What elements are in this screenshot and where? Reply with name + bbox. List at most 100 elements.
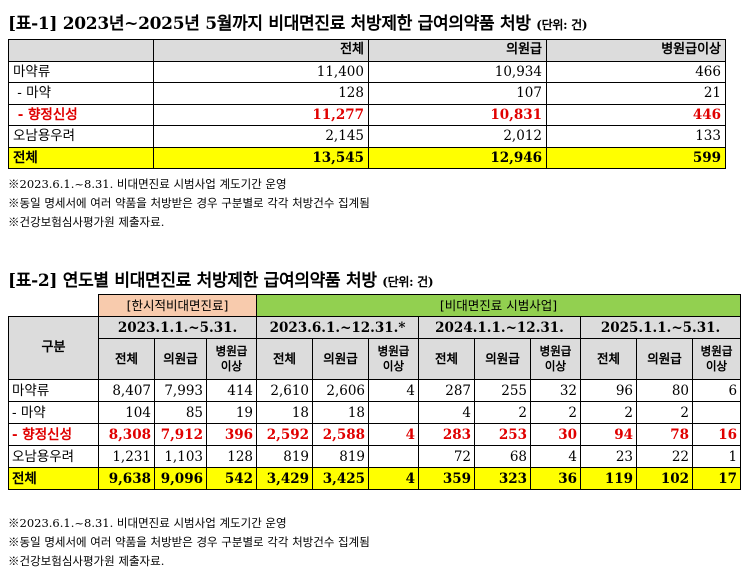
period-3: 2024.1.1.~12.31. — [418, 316, 582, 339]
table1-title-text: [표-1] 2023년~2025년 5월까지 비대면진료 처방제한 급여의약품 … — [8, 14, 531, 34]
period-1: 2023.1.1.~5.31. — [97, 316, 258, 339]
table1-total-row: 전체 13,545 12,946 599 — [8, 146, 726, 169]
cell: 414 — [205, 379, 258, 402]
cell-hospital: 133 — [546, 125, 726, 148]
cell: 19 — [205, 401, 258, 424]
cell: 287 — [418, 379, 476, 402]
table1-note-3: ※건강보험심사평가원 제출자료. — [8, 215, 165, 229]
cell: 2,606 — [312, 379, 370, 402]
col-clinic: 의원급 — [474, 338, 532, 380]
cell: 17 — [692, 467, 742, 490]
col-hospital: 병원급 이상 — [205, 338, 258, 380]
cell-hospital: 446 — [546, 103, 726, 126]
cell-clinic: 107 — [368, 82, 547, 105]
cell-hospital: 466 — [546, 60, 726, 83]
cell: 4 — [368, 423, 420, 446]
cell-total: 11,400 — [153, 60, 369, 83]
period-2: 2023.6.1.~12.31.* — [256, 316, 420, 339]
cell: 3,425 — [312, 467, 370, 490]
row-label: 전체 — [8, 467, 99, 490]
cell-total: 13,545 — [153, 146, 369, 169]
cell: 119 — [580, 467, 638, 490]
table1-note-2: ※동일 명세서에 여러 약품을 처방받은 경우 구분별로 각각 처방건수 집계됨 — [8, 196, 370, 210]
col-total: 전체 — [418, 338, 476, 380]
cell-clinic: 10,831 — [368, 103, 547, 126]
row-label: - 향정신성 — [8, 423, 99, 446]
cell: 96 — [580, 379, 638, 402]
table-row: - 마약 104 85 19 18 18 4 2 2 2 2 — [8, 401, 742, 424]
row-label: 마약류 — [8, 379, 99, 402]
col-total: 전체 — [256, 338, 314, 380]
cell: 16 — [692, 423, 742, 446]
table1-header-total: 전체 — [153, 39, 369, 62]
cell: 85 — [154, 401, 207, 424]
table2-group-row: [한시적비대면진료] [비대면진료 시범사업] — [8, 294, 742, 317]
cell: 2,588 — [312, 423, 370, 446]
cell-hospital: 599 — [546, 146, 726, 169]
cell-total: 2,145 — [153, 125, 369, 148]
table1-header-row: 전체 의원급 병원급이상 — [8, 39, 726, 62]
cell-total: 128 — [153, 82, 369, 105]
table2-note-2: ※동일 명세서에 여러 약품을 처방받은 경우 구분별로 각각 처방건수 집계됨 — [8, 535, 370, 549]
cell: 2,610 — [256, 379, 314, 402]
cell: 18 — [312, 401, 370, 424]
cell-total: 11,277 — [153, 103, 369, 126]
cell: 102 — [636, 467, 694, 490]
row-label: 오남용우려 — [8, 445, 99, 468]
cell-clinic: 12,946 — [368, 146, 547, 169]
table1-unit: (단위: 건) — [536, 18, 588, 32]
table-row: - 마약 128 107 21 — [8, 82, 726, 105]
cell: 359 — [418, 467, 476, 490]
cell — [692, 401, 742, 424]
cell: 253 — [474, 423, 532, 446]
cell: 2,592 — [256, 423, 314, 446]
cell: 94 — [580, 423, 638, 446]
cell: 8,407 — [98, 379, 155, 402]
cell: 4 — [368, 467, 420, 490]
col-hospital: 병원급 이상 — [368, 338, 420, 380]
cell: 36 — [530, 467, 582, 490]
table2-total-row: 전체 9,638 9,096 542 3,429 3,425 4 359 323… — [8, 467, 742, 490]
cell-hospital: 21 — [546, 82, 726, 105]
table1-note-1: ※2023.6.1.~8.31. 비대면진료 시범사업 계도기간 운영 — [8, 177, 287, 191]
cell: 6 — [692, 379, 742, 402]
cell: 9,096 — [154, 467, 207, 490]
table-row: - 향정신성 11,277 10,831 446 — [8, 103, 726, 126]
cell: 2 — [580, 401, 638, 424]
table2-title: [표-2] 연도별 비대면진료 처방제한 급여의약품 처방 (단위: 건) — [8, 266, 434, 291]
row-label: - 마약 — [8, 401, 99, 424]
row-label: - 마약 — [8, 82, 154, 105]
table1: 전체 의원급 병원급이상 마약류 11,400 10,934 466 - 마약 … — [8, 39, 726, 169]
table-row: - 향정신성 8,308 7,912 396 2,592 2,588 4 283… — [8, 423, 742, 446]
table1-header-hospital: 병원급이상 — [546, 39, 726, 62]
cell: 396 — [205, 423, 258, 446]
cell: 283 — [418, 423, 476, 446]
cell: 323 — [474, 467, 532, 490]
row-label: 마약류 — [8, 60, 154, 83]
cell: 1,231 — [98, 445, 155, 468]
cell-clinic: 2,012 — [368, 125, 547, 148]
cell: 4 — [368, 379, 420, 402]
table-row: 마약류 8,407 7,993 414 2,610 2,606 4 287 25… — [8, 379, 742, 402]
period-4: 2025.1.1.~5.31. — [580, 316, 742, 339]
cell: 32 — [530, 379, 582, 402]
cell: 78 — [636, 423, 694, 446]
cell: 30 — [530, 423, 582, 446]
col-total: 전체 — [580, 338, 638, 380]
table2-note-1: ※2023.6.1.~8.31. 비대면진료 시범사업 계도기간 운영 — [8, 516, 287, 530]
table1-header-blank — [8, 39, 154, 62]
table-row: 오남용우려 2,145 2,012 133 — [8, 125, 726, 148]
table2-note-3: ※건강보험심사평가원 제출자료. — [8, 554, 165, 568]
cell-clinic: 10,934 — [368, 60, 547, 83]
cell: 4 — [418, 401, 476, 424]
cell: 18 — [256, 401, 314, 424]
cell: 23 — [580, 445, 638, 468]
cell: 128 — [205, 445, 258, 468]
cell — [368, 445, 420, 468]
cell: 2 — [474, 401, 532, 424]
table2-col-header-row: 전체 의원급 병원급 이상 전체 의원급 병원급 이상 전체 의원급 병원급 이… — [9, 338, 742, 380]
cell: 819 — [256, 445, 314, 468]
col-clinic: 의원급 — [154, 338, 207, 380]
cell: 104 — [98, 401, 155, 424]
table2: [한시적비대면진료] [비대면진료 시범사업] 구분 2023.1.1.~5.3… — [8, 294, 742, 490]
